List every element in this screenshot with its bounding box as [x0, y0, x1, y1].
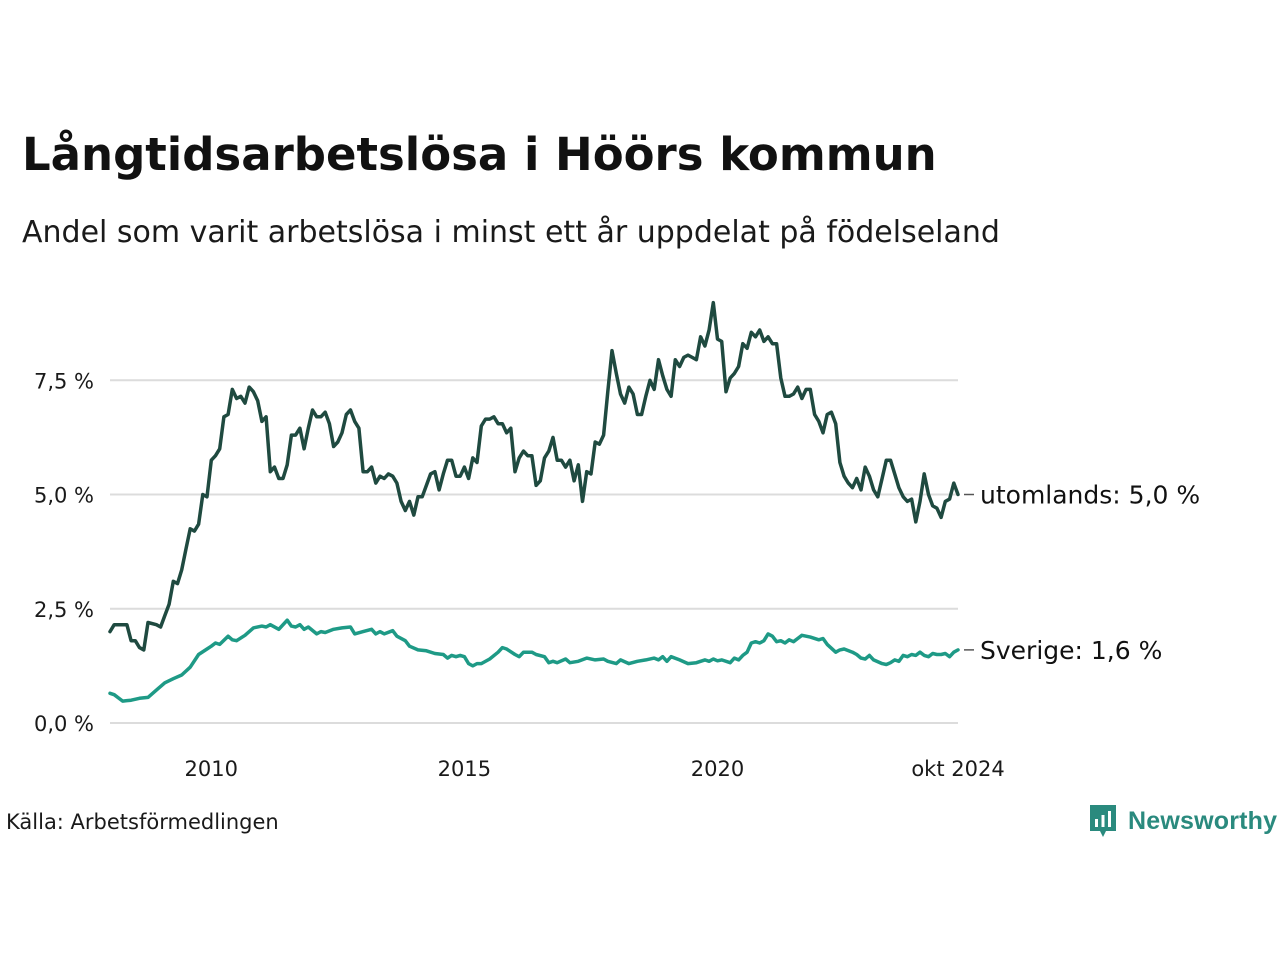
newsworthy-logo-icon	[1090, 805, 1116, 837]
y-tick-label: 7,5 %	[34, 369, 94, 393]
gridlines	[110, 379, 958, 724]
brand-logo: Newsworthy	[1088, 803, 1277, 839]
series-lines	[108, 300, 960, 703]
end-label-utomlands: utomlands: 5,0 %	[980, 481, 1200, 510]
x-tick-label-last: okt 2024	[911, 757, 1004, 781]
y-tick-label: 0,0 %	[34, 712, 94, 736]
chart-title: Långtidsarbetslösa i Höörs kommun	[22, 128, 937, 181]
y-tick-label: 2,5 %	[34, 598, 94, 622]
y-tick-label: 5,0 %	[34, 484, 94, 508]
x-tick-label: 2020	[691, 757, 744, 781]
chart-subtitle: Andel som varit arbetslösa i minst ett å…	[22, 215, 1000, 250]
line-chart: 0,0 % 2,5 % 5,0 % 7,5 % 2010 2015 2020 okt 202…	[34, 300, 1200, 781]
series-line-utomlands	[108, 300, 960, 652]
x-tick-label: 2015	[438, 757, 491, 781]
y-axis-tick-labels: 0,0 % 2,5 % 5,0 % 7,5 %	[34, 369, 94, 736]
series-end-labels: utomlands: 5,0 % Sverige: 1,6 %	[964, 481, 1200, 665]
series-line-sverige	[108, 618, 960, 703]
x-tick-label: 2010	[185, 757, 238, 781]
brand-name: Newsworthy	[1128, 806, 1278, 835]
end-label-sverige: Sverige: 1,6 %	[980, 636, 1162, 665]
x-axis-tick-labels: 2010 2015 2020 okt 2024	[185, 757, 1005, 781]
source-note: Källa: Arbetsförmedlingen	[6, 810, 279, 834]
